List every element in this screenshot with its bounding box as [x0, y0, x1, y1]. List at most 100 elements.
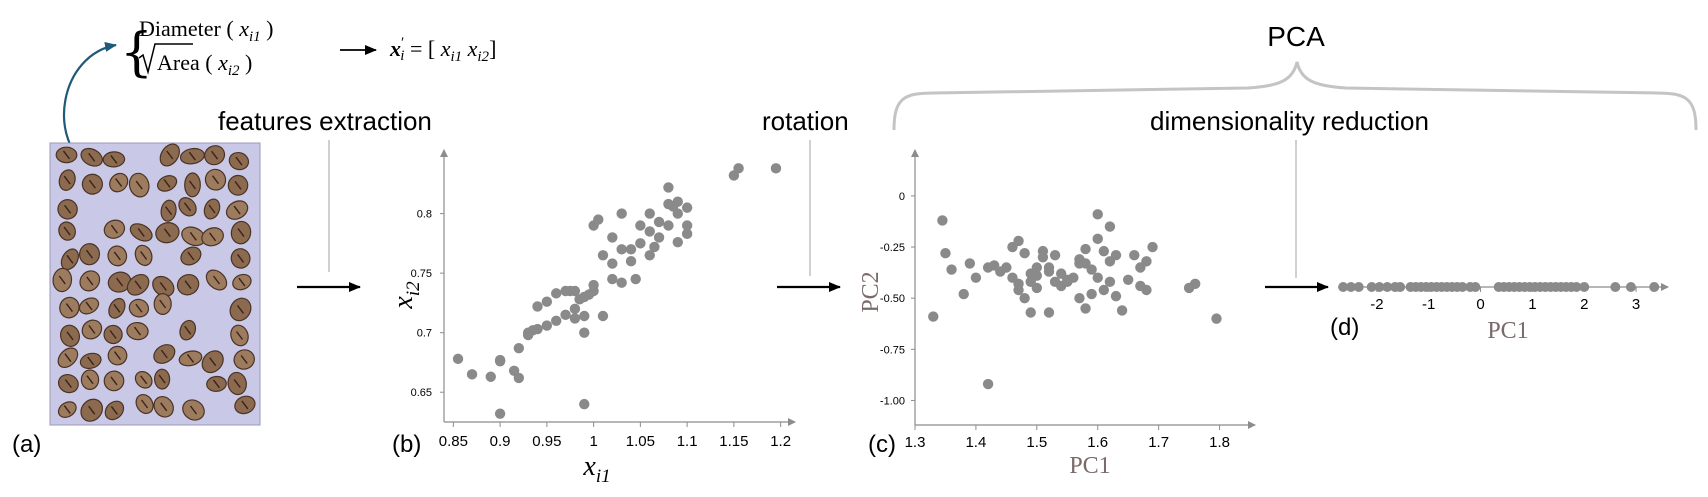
- plot-c-y-tick-label: -0.75: [880, 344, 905, 356]
- plot-b-data-point: [663, 182, 674, 193]
- bean-mottling: [234, 180, 242, 190]
- bean-mottling: [86, 276, 94, 286]
- plot-c-data-point: [1092, 272, 1103, 283]
- plot-b-data-point: [672, 236, 683, 248]
- bean-mottling: [85, 301, 93, 311]
- plot-c-data-point: [928, 311, 939, 322]
- plot-c-data-point: [1104, 221, 1116, 232]
- plot-c-data-point: [1086, 288, 1097, 300]
- plot-b-x-tick-label: 1.2: [770, 433, 791, 450]
- plot-b-data-point: [644, 250, 655, 261]
- plot-c-data-point: [1092, 209, 1103, 220]
- plot-b-data-point: [494, 354, 506, 366]
- plot-c-x-tick-label: 1.3: [905, 434, 926, 451]
- bean-mottling: [189, 231, 197, 241]
- plot-d-data-point: [1571, 282, 1582, 292]
- bean-mottling: [184, 280, 192, 290]
- plot-c-data-point: [937, 215, 948, 226]
- bean-mottling: [113, 251, 121, 261]
- bean-mottling: [160, 349, 168, 359]
- bean-mottling: [187, 251, 195, 261]
- feature1-line: Diameter ( xi1 ): [139, 16, 273, 45]
- bean-mottling: [208, 204, 216, 214]
- plot-b-data-point: [551, 288, 562, 299]
- plot-b-data-point: [616, 208, 627, 219]
- plot-b-data-point: [588, 279, 599, 291]
- bean-mottling: [116, 277, 124, 287]
- pca-brace: [892, 61, 1698, 131]
- plot-d-data-point: [1366, 282, 1377, 292]
- plot-b-data-point: [569, 313, 581, 324]
- plot-b-data-point: [569, 303, 581, 315]
- plot-b-x-tick-label: 0.95: [532, 433, 561, 450]
- bean-mottling: [238, 277, 246, 287]
- bean-mottling: [65, 303, 73, 313]
- plot-b-y-tick-label: 0.8: [417, 209, 432, 221]
- label-features-extraction: features extraction: [218, 106, 432, 136]
- plot-b-data-point: [625, 244, 637, 255]
- plot-c-data-point: [1007, 241, 1018, 253]
- plot-d-x-tick-label: 0: [1476, 296, 1484, 313]
- plot-c-data-point: [940, 247, 951, 259]
- bean-mottling: [235, 331, 244, 340]
- feature2-line: Area ( xi2 ): [157, 50, 252, 79]
- plot-c-data-point: [1189, 278, 1201, 290]
- plot-b-data-point: [579, 327, 590, 338]
- plot-c-data-point: [1025, 268, 1036, 279]
- plot-c-x-tick-label: 1.5: [1026, 434, 1047, 451]
- plot-d-data-point: [1345, 282, 1356, 292]
- plot-c-data-point: [958, 288, 969, 300]
- plot-c-points: [928, 209, 1222, 390]
- bean-mottling: [235, 156, 243, 166]
- bean-mottling: [88, 405, 96, 415]
- plot-b-data-point: [494, 408, 506, 419]
- plot-c-x-tick-label: 1.4: [965, 434, 986, 451]
- plot-b-x-tick-label: 0.85: [439, 433, 468, 450]
- plot-d-data-point: [1395, 282, 1406, 292]
- bean-mottling: [140, 250, 148, 260]
- plot-b-data-point: [532, 301, 543, 312]
- plot-b-data-point: [770, 163, 782, 174]
- bean-mottling: [133, 326, 142, 336]
- bean-mottling: [137, 227, 145, 237]
- bean-mottling: [240, 355, 248, 364]
- plot-c-data-point: [982, 378, 994, 390]
- panel-label-a: (a): [12, 431, 41, 458]
- bean-mottling: [110, 405, 118, 415]
- plot-b-data-point: [644, 208, 655, 219]
- plot-c-data-point: [1104, 276, 1116, 288]
- plot-b-data-point: [583, 289, 595, 300]
- plot-c-y-axis-label: PC2: [858, 271, 884, 312]
- plot-d-points: [1338, 282, 1660, 292]
- bean-mottling: [110, 224, 118, 234]
- plot-b-data-point: [513, 342, 525, 354]
- bean-mottling: [110, 154, 118, 164]
- bean-mottling: [86, 375, 94, 385]
- plot-b-x-tick-label: 1.1: [677, 433, 698, 450]
- beans-photo: [49, 142, 261, 426]
- plot-c-data-point: [970, 272, 982, 283]
- sqrt-sign: [138, 43, 193, 75]
- plot-c-data-point: [1031, 282, 1043, 294]
- plot-d-data-point: [1649, 282, 1660, 292]
- plot-b-data-point: [681, 220, 693, 231]
- plot-b-data-point: [508, 365, 520, 376]
- plot-c-data-point: [1129, 250, 1140, 261]
- scatter-plot-c: 1.3 1.4 1.5 1.6 1.7 1.8 0 -0.25 -0.50 -0.75 -1.00…: [858, 149, 1256, 479]
- plot-b-data-point: [681, 228, 693, 240]
- bean-mottling: [63, 405, 71, 415]
- plot-c-data-point: [1092, 233, 1103, 245]
- feature-formula: { Diameter ( xi1 ) Area ( xi2 ) x′ i = [ …: [120, 16, 496, 83]
- bean-mottling: [85, 249, 94, 259]
- plot-c-data-point: [1043, 266, 1055, 277]
- plot-b-data-point: [452, 353, 464, 365]
- plot-c-data-point: [1211, 313, 1222, 324]
- plot-d-x-axis-label: PC1: [1487, 318, 1528, 344]
- bean-mottling: [159, 281, 167, 291]
- plot-c-data-point: [1141, 256, 1152, 267]
- bean-mottling: [159, 299, 167, 309]
- bean-mottling: [62, 150, 71, 160]
- plot-b-data-point: [635, 238, 646, 249]
- bean-mottling: [66, 254, 74, 264]
- bean-mottling: [212, 275, 221, 285]
